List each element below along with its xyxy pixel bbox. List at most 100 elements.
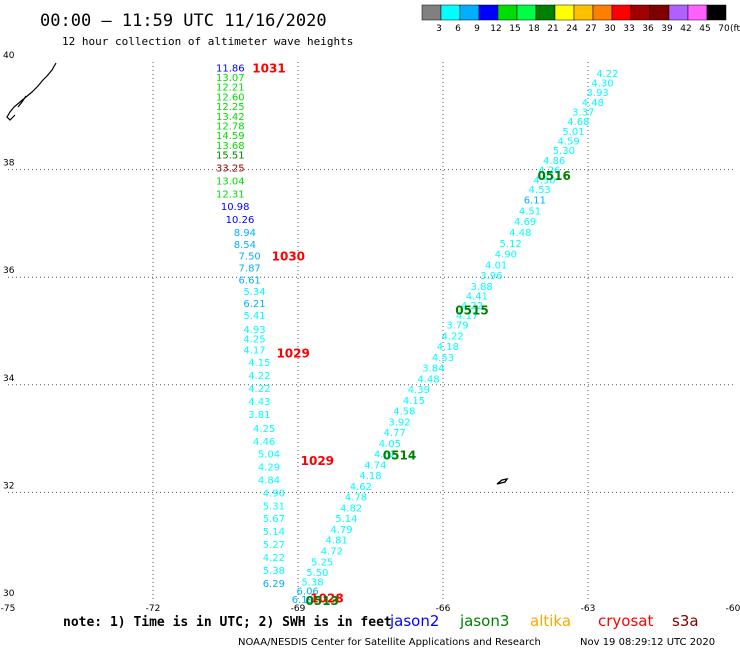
swh-value-label: 14.59 <box>216 131 245 142</box>
swh-value-label: 4.59 <box>558 137 580 148</box>
swh-value-label: 4.86 <box>543 156 565 167</box>
swh-value-label: 4.22 <box>461 301 483 312</box>
swh-value-label: 4.93 <box>243 325 265 336</box>
color-scale-tick: 33 <box>623 24 634 34</box>
pass-time-label: 0515 <box>455 303 488 317</box>
color-scale-tick: 30 <box>604 24 616 34</box>
color-scale-swatch <box>478 4 499 21</box>
swh-value-label: 5.31 <box>263 501 285 512</box>
y-tick-label: 40 <box>3 51 15 61</box>
chart-title: 00:00 – 11:59 UTC 11/16/2020 <box>40 11 327 31</box>
swh-value-label: 6.11 <box>524 196 546 207</box>
swh-value-label: 4.05 <box>379 439 401 450</box>
color-scale-tick: 42 <box>680 24 691 34</box>
swh-value-label: 4.22 <box>442 331 464 342</box>
swh-value-label: 4.48 <box>582 98 604 109</box>
swh-value-label: 13.42 <box>216 112 245 123</box>
color-scale-unit: (ft) <box>730 24 740 34</box>
swh-value-label: 13.04 <box>216 176 245 187</box>
color-scale-swatch <box>535 4 556 21</box>
x-tick-label: -60 <box>726 604 740 614</box>
swh-value-label: 4.43 <box>248 397 270 408</box>
satellite-legend: jason2 jason3 altika cryosat s3a <box>389 612 699 630</box>
y-tick-label: 38 <box>3 159 15 169</box>
swh-value-label: 10.98 <box>221 202 250 213</box>
y-tick-label: 36 <box>3 266 15 276</box>
swh-value-label: 6.21 <box>243 299 265 310</box>
swh-value-label: 4.18 <box>359 471 381 482</box>
y-tick-label: 32 <box>3 481 14 491</box>
swh-value-label: 5.34 <box>243 287 265 298</box>
x-tick-label: -63 <box>581 604 596 614</box>
swh-value-label: 6.06 <box>297 586 319 597</box>
swh-value-label: 4.22 <box>263 553 285 564</box>
x-tick-label: -66 <box>436 604 451 614</box>
island-outline <box>496 477 509 485</box>
swh-value-label: 4.69 <box>514 217 536 228</box>
swh-value-label: 3.93 <box>587 88 609 99</box>
swh-value-label: 4.22 <box>248 371 270 382</box>
swh-value-label: 12.25 <box>216 102 245 113</box>
swh-value-label: 6.61 <box>239 275 261 286</box>
color-scale-swatch <box>706 4 727 21</box>
chart-subtitle: 12 hour collection of altimeter wave hei… <box>62 35 353 48</box>
swh-value-label: 4.29 <box>258 463 280 474</box>
swh-value-label: 4.79 <box>330 525 352 536</box>
color-scale-swatch <box>649 4 670 21</box>
coastline-northwest <box>6 62 57 121</box>
swh-value-label: 4.84 <box>258 475 280 486</box>
legend-entry-jason3: jason3 <box>459 612 509 630</box>
swh-value-label: 4.53 <box>432 353 454 364</box>
y-tick-label: 30 <box>3 589 15 599</box>
swh-value-label: 4.26 <box>538 166 560 177</box>
swh-value-label: 4.90 <box>495 250 517 261</box>
pass-time-labels: 1031 1030 1029 1029 1028 0516 0515 0514 0513 <box>252 61 571 608</box>
x-tick-label: -75 <box>1 604 16 614</box>
swh-value-label: 6.29 <box>263 579 285 590</box>
swh-value-label: 4.81 <box>326 536 348 547</box>
color-scale-tick: 6 <box>455 24 461 34</box>
color-scale-swatch <box>516 4 537 21</box>
swh-value-label: 3.88 <box>471 282 493 293</box>
swh-value-label: 5.41 <box>243 311 265 322</box>
swh-value-label: 5.67 <box>263 514 285 525</box>
color-scale-swatch <box>687 4 708 21</box>
color-scale-tick: 39 <box>661 24 673 34</box>
color-scale-tick: 9 <box>474 24 480 34</box>
swh-value-label: 13.68 <box>216 141 245 152</box>
swh-value-label: 4.48 <box>509 228 531 239</box>
swh-value-label: 4.22 <box>596 69 618 80</box>
swh-value-label: 4.17 <box>456 311 478 322</box>
swh-value-label: 5.14 <box>335 514 357 525</box>
map-grid: -75 -72 -69 -66 -63 -60 30 32 34 36 38 40 <box>1 51 740 614</box>
swh-value-label: 4.74 <box>364 460 386 471</box>
swh-value-label: 8.94 <box>234 228 256 239</box>
swh-value-label: 5.01 <box>562 127 584 138</box>
swh-value-label: 4.46 <box>253 437 275 448</box>
pass-time-label: 1030 <box>272 250 305 264</box>
color-scale-tick: 3 <box>436 24 442 34</box>
pass-time-label: 1029 <box>276 347 309 361</box>
swh-value-label: 15.51 <box>216 151 245 162</box>
pass-time-label: 1028 <box>310 591 343 605</box>
swh-value-label: 12.78 <box>216 121 245 132</box>
swh-value-label: 8.54 <box>234 240 256 251</box>
swh-value-label: 4.22 <box>248 384 270 395</box>
legend-entry-jason2: jason2 <box>389 612 439 630</box>
swh-value-label: 5.25 <box>311 557 333 568</box>
pass-time-label: 0513 <box>305 594 338 608</box>
swh-value-label: 4.53 <box>529 185 551 196</box>
pass-time-label: 0516 <box>537 169 570 183</box>
color-scale-swatch <box>592 4 613 21</box>
color-scale-tick: 21 <box>547 24 558 34</box>
color-scale-swatch <box>630 4 651 21</box>
color-scale-swatch <box>554 4 575 21</box>
swh-value-label: 6.19 <box>292 595 314 606</box>
color-scale-swatch <box>421 4 442 21</box>
color-scale-swatch <box>611 4 632 21</box>
swh-value-label: 10.26 <box>226 215 255 226</box>
swh-points: 11.8613.0712.2112.6012.2513.4212.7814.59… <box>216 63 618 606</box>
swh-value-label: 4.62 <box>350 482 372 493</box>
